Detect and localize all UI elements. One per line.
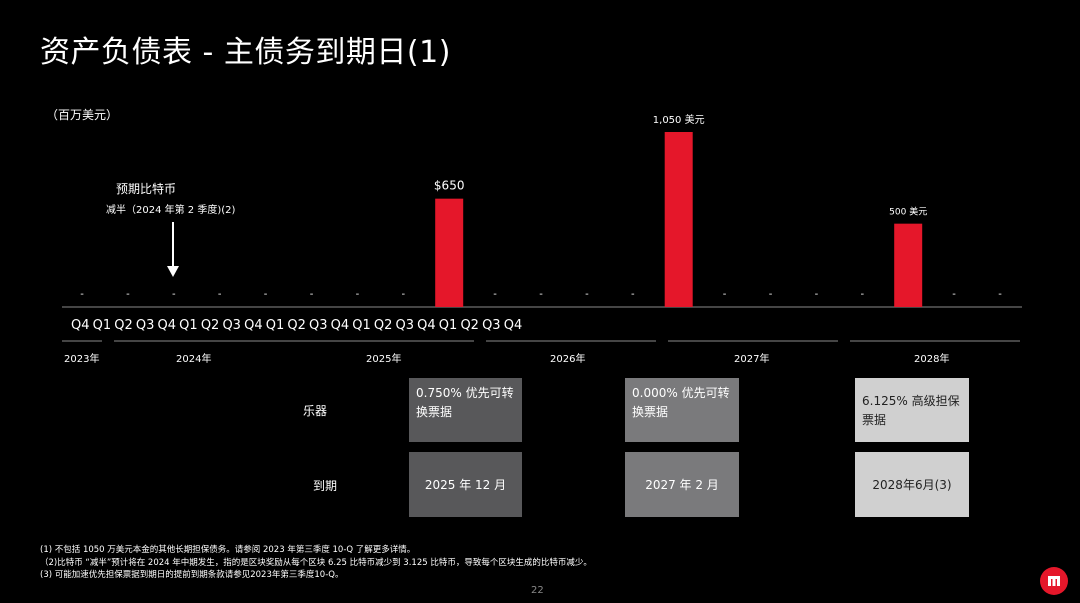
maturity-text: 2028年6月(3) — [872, 478, 952, 492]
halving-title: 预期比特币 — [116, 182, 177, 196]
row-label-maturity: 到期 — [313, 479, 338, 493]
data-label-19: - — [952, 289, 956, 300]
page-title: 资产负债表 - 主债务到期日(1) — [40, 35, 451, 70]
data-label-2: - — [172, 289, 176, 300]
data-label-20: - — [998, 289, 1002, 300]
instrument-text: 6.125% 高级担保 票据 — [862, 394, 960, 427]
footnotes: (1) 不包括 1050 万美元本金的其他长期担保债务。请参阅 2023 年第三… — [40, 544, 592, 582]
maturity-text: 2027 年 2 月 — [645, 478, 719, 492]
down-arrow-icon — [167, 222, 179, 277]
page-number: 22 — [531, 585, 544, 596]
maturity-text: 2025 年 12 月 — [424, 478, 507, 492]
row-label-instrument: 乐器 — [303, 404, 328, 418]
data-label-6: - — [356, 289, 360, 300]
footnote-1: (1) 不包括 1050 万美元本金的其他长期担保债务。请参阅 2023 年第三… — [40, 545, 416, 555]
instrument-box-2027: 0.000% 优先可转 换票据 — [625, 378, 739, 442]
halving-subtitle: 减半（2024 年第 2 季度)(2) — [106, 205, 236, 216]
data-label-11: - — [585, 289, 589, 300]
company-logo-icon — [1040, 567, 1068, 595]
quarter-axis-labels: Q4 Q1 Q2 Q3 Q4 Q1 Q2 Q3 Q4 Q1 Q2 Q3 Q4 Q… — [71, 318, 523, 333]
year-label-2026: 2026年 — [550, 354, 586, 365]
data-label-13: 1,050 美元 — [653, 113, 705, 126]
footnote-3: (3) 可能加速优先担保票据到期日的提前到期条款请参见2023年第三季度10-Q… — [40, 570, 344, 580]
data-label-18: 500 美元 — [889, 206, 927, 218]
maturity-box-2027: 2027 年 2 月 — [625, 452, 739, 517]
year-label-2028: 2028年 — [914, 354, 950, 365]
data-label-9: - — [493, 289, 497, 300]
data-label-0: - — [80, 289, 84, 300]
units-label: （百万美元） — [46, 108, 119, 122]
maturity-box-2025: 2025 年 12 月 — [409, 452, 522, 517]
year-label-2023: 2023年 — [64, 354, 100, 365]
instrument-box-2025: 0.750% 优先可转 换票据 — [409, 378, 522, 442]
bar-18 — [894, 223, 923, 307]
instrument-text: 0.750% 优先可转 换票据 — [416, 386, 514, 419]
data-label-14: - — [723, 289, 727, 300]
maturity-box-2028: 2028年6月(3) — [855, 452, 969, 517]
data-label-5: - — [310, 289, 314, 300]
year-label-2025: 2025年 — [366, 354, 402, 365]
footnote-2: （2)比特币 “减半”预计将在 2024 年中期发生，指的是区块奖励从每个区块 … — [40, 557, 592, 568]
year-label-2024: 2024年 — [176, 354, 212, 365]
data-label-15: - — [769, 289, 773, 300]
data-label-17: - — [860, 289, 864, 300]
data-label-4: - — [264, 289, 268, 300]
instrument-text: 0.000% 优先可转 换票据 — [632, 386, 730, 419]
bar-8 — [435, 198, 464, 307]
data-label-1: - — [126, 289, 130, 300]
data-label-10: - — [539, 289, 543, 300]
instrument-box-2028: 6.125% 高级担保 票据 — [855, 378, 969, 442]
bar-13 — [664, 132, 693, 307]
data-label-12: - — [631, 289, 635, 300]
data-label-16: - — [815, 289, 819, 300]
year-label-2027: 2027年 — [734, 354, 770, 365]
data-label-3: - — [218, 289, 222, 300]
data-label-7: - — [401, 289, 405, 300]
data-label-8: $650 — [434, 179, 465, 193]
